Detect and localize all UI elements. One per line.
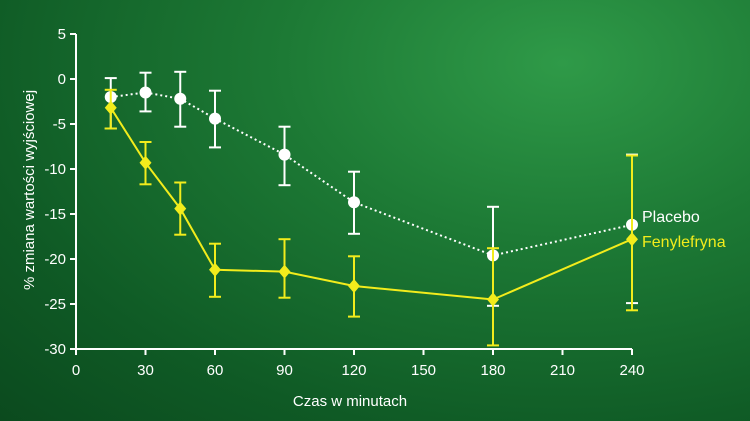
data-point — [209, 112, 221, 125]
x-tick-label: 90 — [276, 362, 293, 379]
x-tick-label: 30 — [137, 362, 154, 379]
x-tick-label: 120 — [341, 362, 366, 379]
y-tick-label: 5 — [58, 26, 66, 43]
data-point — [139, 86, 152, 99]
series-0: Placebo — [104, 70, 700, 307]
y-tick-label: 0 — [58, 71, 66, 88]
data-point — [348, 279, 360, 293]
x-tick-label: 60 — [207, 362, 224, 379]
x-axis-title: Czas w minutach — [293, 393, 407, 410]
series-layer: Placebo Fenylefryna — [104, 70, 726, 347]
x-tick-label: 210 — [550, 362, 575, 379]
data-point — [487, 292, 499, 307]
y-tick-label: -5 — [53, 116, 66, 133]
series-line — [110, 91, 633, 257]
y-tick-label: -15 — [44, 206, 66, 223]
x-tick-label: 180 — [480, 362, 505, 379]
data-point — [209, 262, 221, 277]
y-tick-label: -20 — [44, 251, 66, 268]
data-point — [278, 148, 291, 161]
series-1: Fenylefryna — [104, 88, 726, 347]
legend-label: Fenylefryna — [642, 234, 726, 251]
legend-label: Placebo — [642, 209, 700, 226]
series-line — [109, 107, 633, 301]
x-tick-label: 240 — [619, 362, 644, 379]
y-tick-label: -10 — [44, 161, 66, 178]
y-axis-title: % zmiana wartości wyjściowej — [21, 90, 38, 290]
data-point — [104, 100, 117, 115]
y-tick-label: -30 — [44, 341, 66, 358]
data-point — [348, 196, 360, 209]
data-point — [139, 155, 152, 170]
x-tick-label: 150 — [411, 362, 436, 379]
axes: 5 0 -5 -10 -15 -20 -25 -30 0 30 60 90 120 150 180 210 24… — [44, 26, 644, 379]
data-point — [174, 201, 187, 216]
data-point — [174, 92, 187, 105]
x-tick-label: 0 — [72, 362, 80, 379]
data-point — [278, 264, 291, 279]
y-tick-label: -25 — [44, 296, 66, 313]
data-point — [626, 232, 638, 247]
